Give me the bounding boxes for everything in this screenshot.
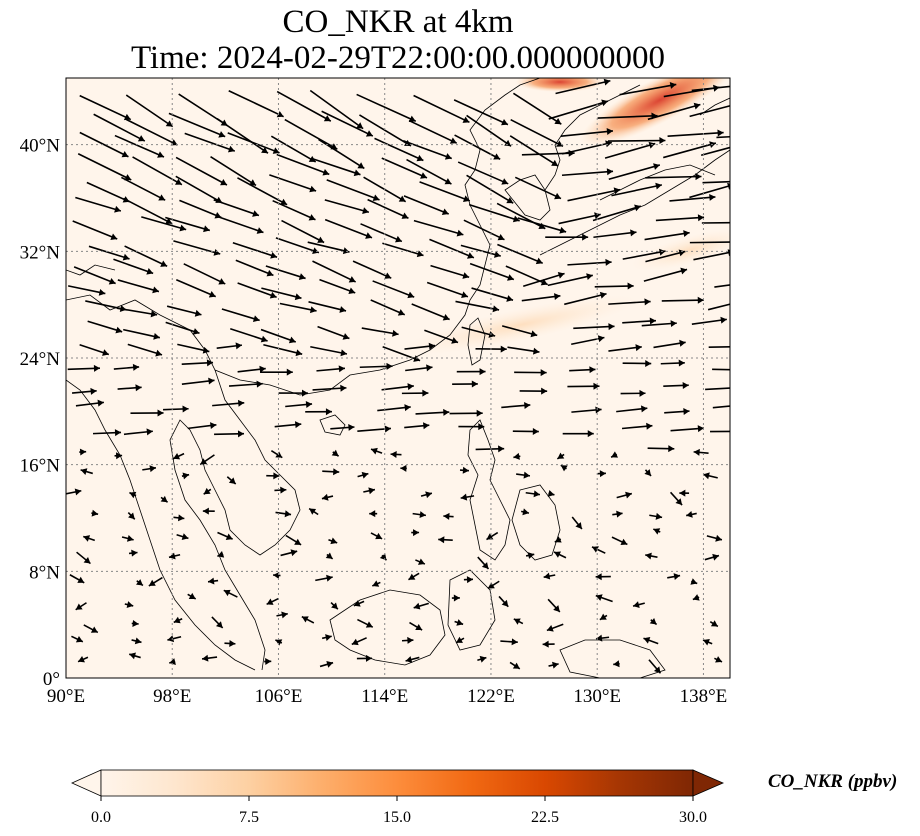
longitude-tick-labels: 90°E 98°E 106°E 114°E 122°E 130°E 138°E xyxy=(47,686,727,707)
colorbar-tick-label: 30.0 xyxy=(679,809,707,826)
lat-tick-label: 8°N xyxy=(29,562,60,583)
lat-tick-label: 32°N xyxy=(20,242,61,263)
colorbar-extend-max xyxy=(692,769,725,797)
lon-tick-label: 106°E xyxy=(255,686,303,707)
lat-tick-label: 0° xyxy=(43,669,60,690)
co-plume-north xyxy=(515,78,605,92)
colorbar: 0.0 7.5 15.0 22.5 30.0 xyxy=(71,769,725,826)
colorbar-tick-label: 7.5 xyxy=(239,809,259,826)
colorbar-label: CO_NKR (ppbv) xyxy=(768,771,898,792)
co-plume-taiwan-strait xyxy=(402,295,638,355)
lon-tick-label: 114°E xyxy=(361,686,408,707)
lon-tick-label: 122°E xyxy=(467,686,515,707)
lon-tick-label: 90°E xyxy=(47,686,85,707)
lat-tick-label: 40°N xyxy=(20,136,61,157)
lon-tick-label: 98°E xyxy=(153,686,191,707)
plot-title: CO_NKR at 4km xyxy=(282,4,514,40)
plot-time-subtitle: Time: 2024-02-29T22:00:00.000000000 xyxy=(130,40,666,76)
colorbar-tick-label: 0.0 xyxy=(91,809,111,826)
colorbar-tick-labels: 0.0 7.5 15.0 22.5 30.0 xyxy=(91,796,707,826)
lon-tick-label: 130°E xyxy=(573,686,621,707)
co-plume-japan xyxy=(631,229,730,271)
map-layers xyxy=(66,78,730,678)
map-frame xyxy=(65,77,731,679)
lon-tick-label: 138°E xyxy=(680,686,728,707)
concentration-field xyxy=(66,78,730,678)
gridlines xyxy=(66,78,730,678)
lat-tick-label: 16°N xyxy=(20,456,61,477)
colorbar-tick-label: 15.0 xyxy=(383,809,411,826)
lat-tick-label: 24°N xyxy=(20,349,61,370)
wind-vectors xyxy=(66,78,730,674)
colorbar-tick-label: 22.5 xyxy=(531,809,559,826)
colorbar-body xyxy=(100,769,694,797)
latitude-tick-labels: 0° 8°N 16°N 24°N 32°N 40°N xyxy=(20,136,61,690)
colorbar-extend-min xyxy=(71,769,102,797)
co-plume-northeast xyxy=(579,78,730,147)
